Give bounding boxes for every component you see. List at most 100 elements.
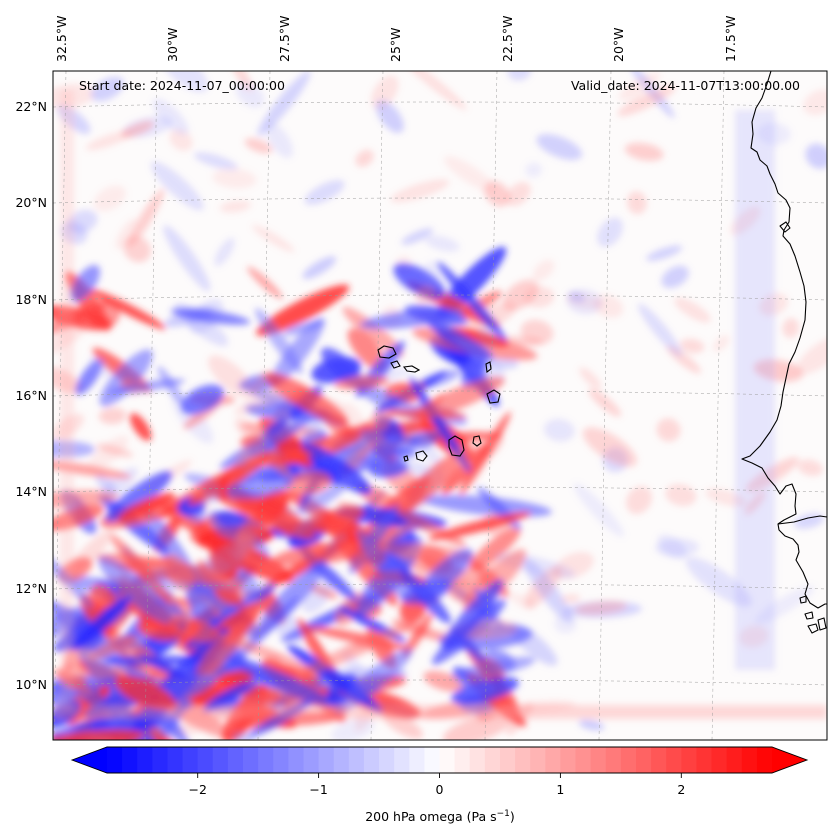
lat-label-12n: 12°N [15,581,47,596]
omega-positive-cell [85,130,132,151]
meridian-line [598,71,612,740]
omega-positive-cell [114,675,176,711]
omega-positive-cell [428,512,531,541]
omega-negative-cell [597,217,623,247]
omega-positive-cell [796,336,827,375]
colorbar-level [484,747,501,773]
colorbar-level [469,747,486,773]
omega-negative-cell [428,321,494,360]
omega-positive-cell [115,218,137,250]
omega-positive-cell [782,318,799,338]
omega-positive-cell [53,305,113,331]
island-santiago [448,435,465,457]
omega-negative-cell [398,461,433,476]
omega-positive-cell [618,72,661,101]
omega-negative-cell [35,813,90,839]
omega-negative-cell [70,777,120,823]
omega-positive-cell [371,75,399,109]
omega-positive-cell [247,266,283,300]
omega-positive-cell [656,418,681,442]
colorbar-extend-max [772,747,807,773]
omega-negative-cell [661,265,689,288]
coastline-coastal-island [779,221,791,233]
omega-positive-cell [468,527,521,572]
omega-positive-cell [53,459,132,479]
lat-label-10n: 10°N [15,677,47,692]
parallel-line [53,101,827,108]
meridian-line [144,71,158,740]
african-coastline [741,71,827,634]
colorbar-tick-label: 2 [677,782,685,797]
parallel-line [53,486,827,493]
colorbar-level [696,747,713,773]
island-sal [485,361,492,374]
omega-negative-cell [139,654,188,680]
omega-positive-cell [229,71,253,91]
colorbar-level [741,747,758,773]
lat-label-20n: 20°N [15,195,47,210]
omega-positive-cell [96,443,134,458]
colorbar-outline [70,746,809,774]
omega-positive-cell [402,612,433,659]
colorbar-level [424,747,440,773]
island-fogo [415,450,428,462]
omega-negative-cell [304,421,324,442]
island-sao-nicolau [402,365,421,373]
omega-positive-cell [437,443,482,475]
lon-label-27-5w: 27.5°W [277,16,292,62]
omega-negative-cell [525,162,543,178]
omega-positive-cell [219,200,252,213]
colorbar-level [227,747,244,773]
omega-negative-cell [225,473,294,499]
lat-label-18n: 18°N [15,292,47,307]
colorbar-segments [107,747,773,773]
coastline-bijagos-1 [804,611,814,620]
colorbar-level [590,747,607,773]
omega-negative-cell [638,303,683,357]
omega-positive-cell [97,553,231,585]
omega-negative-cell [107,378,186,395]
omega-negative-cell [578,719,605,731]
island-sao-vicente [390,360,401,369]
omega-positive-cell [390,179,450,203]
omega-positive-cell [311,506,365,530]
omega-positive-cell [561,593,581,604]
omega-negative-cell [180,384,224,415]
colorbar-level [379,747,395,773]
omega-positive-cell [169,129,193,151]
omega-positive-cell [87,435,129,472]
lon-label-30w: 30°W [165,27,180,62]
coastline-mainland [741,71,827,609]
omega-negative-cell [474,588,498,613]
omega-negative-cell [422,261,444,282]
omega-negative-cell [235,81,265,108]
omega-positive-cell [803,89,827,116]
colorbar-extend-min [72,747,107,773]
omega-positive-cell [225,426,269,495]
parallel-line [53,583,827,590]
omega-positive-cell [626,486,652,514]
omega-positive-cell [502,279,539,311]
map-panel: Start date: 2024-11-07_00:00:00 Valid_da… [35,70,828,839]
parallel-line [53,294,827,301]
parallel-line [53,197,827,204]
colorbar-level [651,747,667,773]
omega-positive-cell [251,372,268,395]
omega-positive-cell [797,459,823,476]
omega-negative-cell [193,152,238,170]
parallel-line [53,679,827,686]
colorbar-level [197,747,214,773]
omega-positive-cell [394,508,467,547]
omega-positive-cell [322,399,347,418]
colorbar-level [122,747,138,773]
omega-positive-cell [214,587,244,607]
omega-positive-cell [129,413,152,441]
omega-positive-cell [582,427,637,467]
colorbar-level [243,747,259,773]
boundary-band-west [60,90,74,710]
omega-negative-cell [793,513,825,529]
omega-positive-cell [215,633,315,673]
omega-positive-cell [243,596,272,616]
colorbar-level [499,747,516,773]
